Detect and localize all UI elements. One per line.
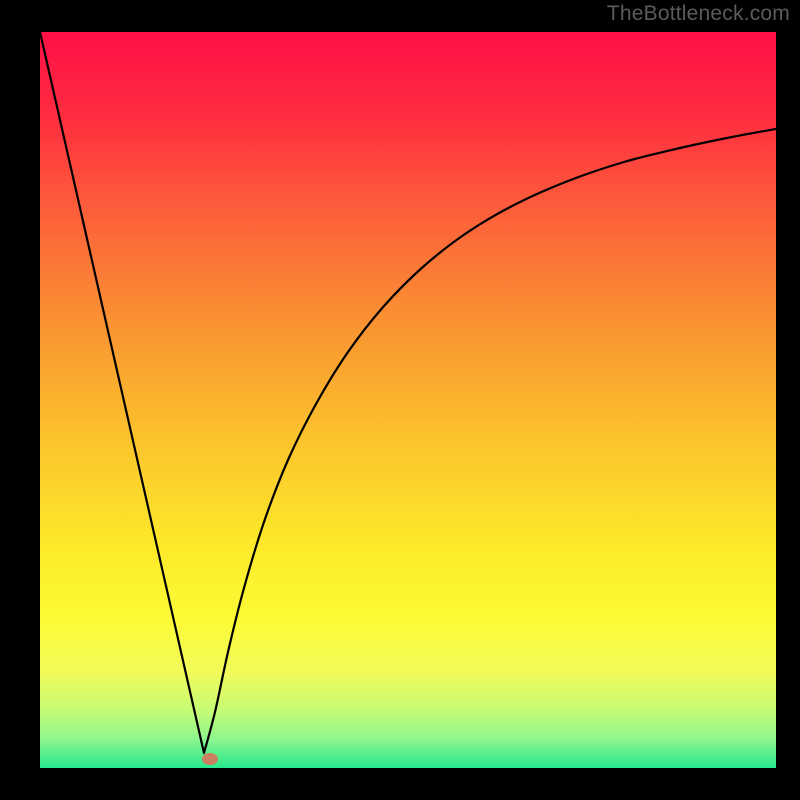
gradient-background [40, 32, 776, 768]
chart-container: TheBottleneck.com [0, 0, 800, 800]
plot-area [40, 32, 776, 768]
watermark-text: TheBottleneck.com [607, 2, 790, 26]
